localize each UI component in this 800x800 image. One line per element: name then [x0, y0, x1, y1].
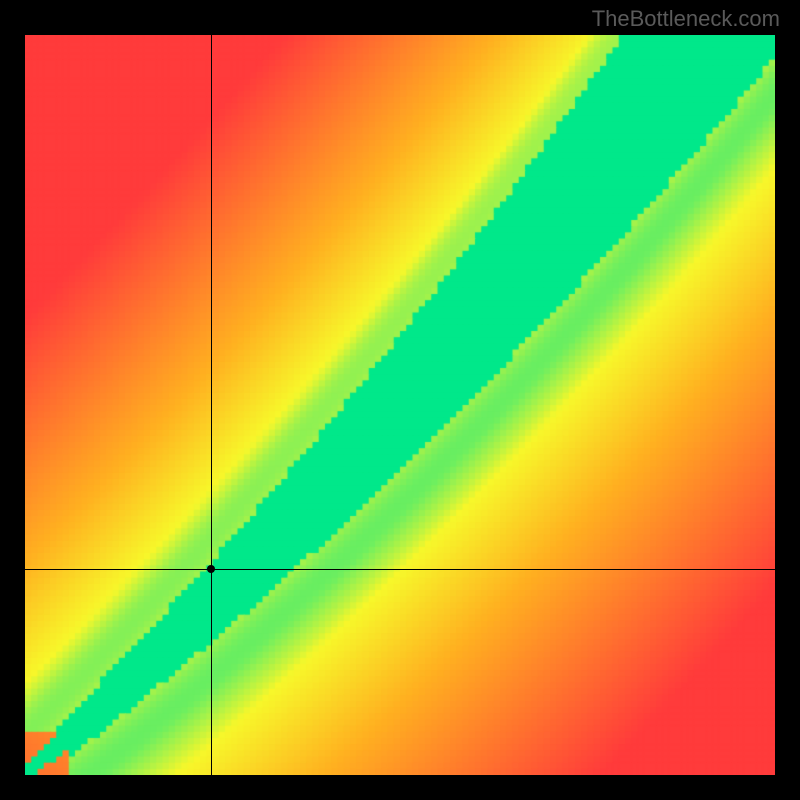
plot-area	[25, 35, 775, 775]
crosshair-marker	[207, 565, 215, 573]
crosshair-horizontal	[25, 569, 775, 570]
attribution-text: TheBottleneck.com	[592, 6, 780, 32]
crosshair-vertical	[211, 35, 212, 775]
heatmap-canvas	[25, 35, 775, 775]
chart-container: TheBottleneck.com	[0, 0, 800, 800]
